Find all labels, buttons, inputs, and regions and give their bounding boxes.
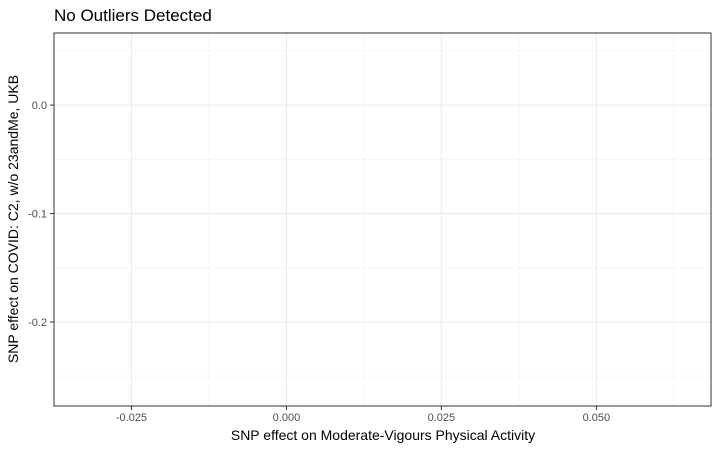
x-tick-label: -0.025 [116,412,147,424]
y-tick-label: -0.2 [28,317,47,329]
y-tick-label: -0.1 [28,209,47,221]
y-axis-title: SNP effect on COVID: C2, w/o 23andMe, UK… [5,75,21,363]
panel-border [53,32,712,407]
y-tick-label: 0.0 [32,100,47,112]
chart-title: No Outliers Detected [54,6,212,25]
major-gridlines [54,33,711,406]
x-axis-title: SNP effect on Moderate-Vigours Physical … [231,427,535,443]
minor-gridlines [54,33,711,406]
x-tick-label: 0.025 [428,412,456,424]
y-axis-ticks: 0.0 -0.1 -0.2 [28,100,54,329]
x-axis-ticks: -0.025 0.000 0.025 0.050 [116,406,610,424]
x-tick-label: 0.000 [273,412,301,424]
x-tick-label: 0.050 [583,412,611,424]
